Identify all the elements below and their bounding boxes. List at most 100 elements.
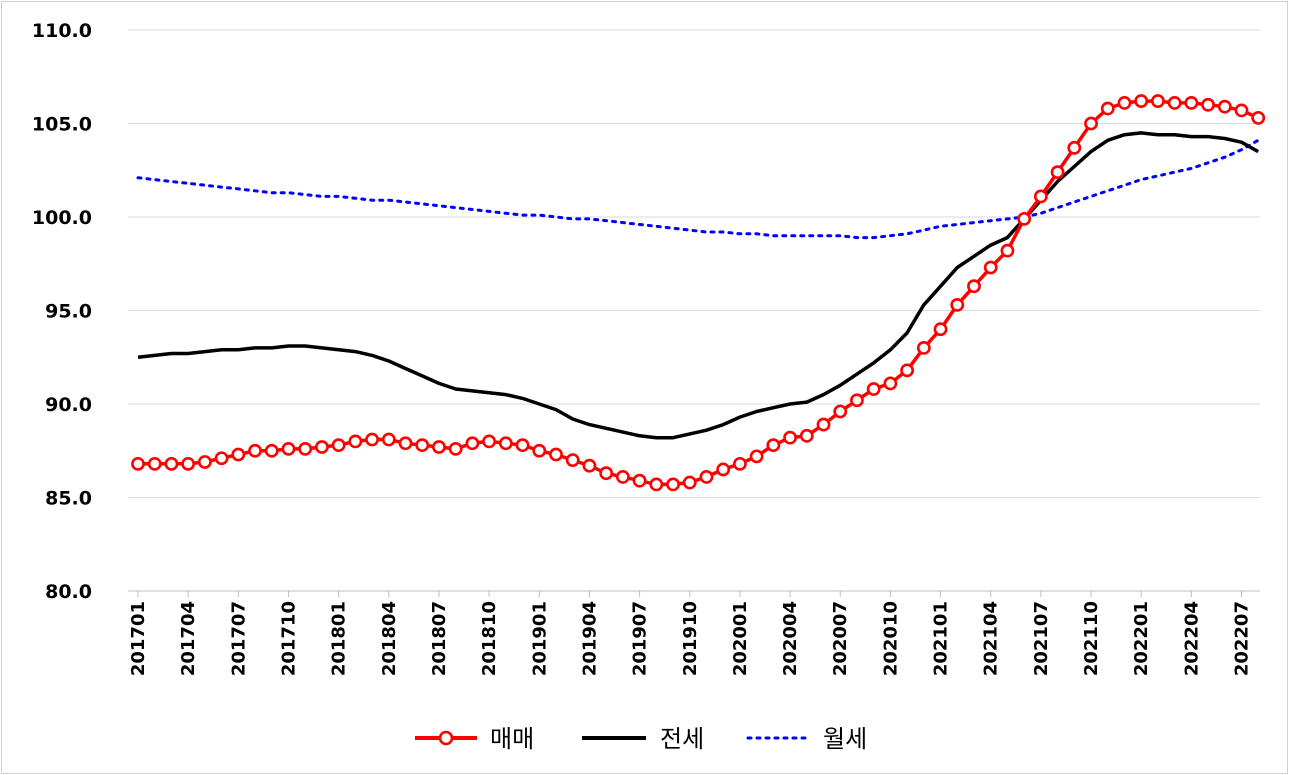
data-point-maemae [549, 447, 563, 462]
data-point-maemae [866, 382, 881, 396]
data-point-maemae [331, 438, 346, 453]
x-tick-label: 201810 [479, 601, 500, 676]
data-point-maemae [482, 434, 497, 449]
legend-marker-maemae [438, 730, 454, 746]
data-point-maemae [381, 432, 396, 447]
x-tick-label: 202110 [1081, 601, 1102, 676]
data-point-maemae [1117, 96, 1132, 110]
data-point-maemae [1017, 211, 1032, 226]
x-tick-label: 202207 [1232, 601, 1253, 676]
data-point-maemae [833, 404, 848, 419]
y-tick-label: 105.0 [32, 114, 92, 136]
series-line-jeonse [137, 131, 1260, 440]
x-tick-label: 201901 [529, 601, 550, 676]
data-point-maemae [599, 466, 614, 481]
data-point-maemae [1033, 189, 1048, 204]
data-point-maemae [1167, 96, 1182, 110]
data-point-maemae [214, 451, 229, 466]
x-tick-label: 201710 [278, 601, 299, 676]
x-tick-label: 202007 [830, 601, 851, 676]
x-tick-label: 201904 [579, 601, 600, 676]
data-point-maemae [315, 440, 329, 454]
data-point-maemae [615, 470, 630, 484]
y-tick-label: 90.0 [45, 394, 92, 416]
data-point-maemae [465, 436, 480, 451]
x-tick-label: 202004 [780, 601, 801, 676]
y-tick-label: 95.0 [45, 301, 92, 323]
series-line-maemae [138, 99, 1259, 487]
data-point-maemae [365, 432, 379, 447]
data-point-maemae [1234, 103, 1249, 118]
data-point-maemae [816, 417, 831, 432]
data-point-maemae [933, 322, 948, 337]
data-point-maemae [432, 440, 446, 454]
data-point-maemae [682, 475, 697, 490]
data-point-maemae [131, 456, 145, 471]
data-point-maemae [1184, 96, 1199, 110]
x-tick-label: 202010 [880, 601, 901, 676]
x-tick-label: 201701 [128, 601, 149, 676]
x-tick-label: 201907 [630, 601, 651, 676]
data-point-maemae [900, 363, 915, 378]
data-point-maemae [1100, 101, 1115, 116]
data-point-maemae [916, 340, 931, 355]
data-point-maemae [733, 456, 747, 471]
data-point-maemae [248, 443, 262, 458]
data-point-maemae [883, 376, 898, 391]
x-tick-label: 202107 [1031, 601, 1052, 676]
x-tick-label: 201707 [228, 601, 249, 676]
data-point-maemae [1084, 116, 1098, 131]
data-point-maemae [632, 473, 647, 488]
x-tick-label: 202104 [981, 601, 1002, 676]
data-point-maemae [649, 477, 664, 492]
series-line-wolse [136, 138, 1260, 240]
data-point-maemae [1251, 110, 1266, 125]
data-point-maemae [967, 279, 981, 294]
x-tick-label: 202001 [730, 601, 751, 676]
data-point-maemae [532, 443, 547, 458]
data-point-maemae [850, 393, 864, 408]
x-tick-label: 202204 [1181, 601, 1202, 676]
data-point-maemae [197, 455, 212, 469]
data-point-maemae [799, 428, 814, 443]
y-tick-label: 80.0 [45, 581, 92, 603]
legend-label: 월세 [823, 725, 867, 753]
data-point-maemae [348, 434, 363, 449]
y-tick-label: 110.0 [32, 20, 92, 42]
x-tick-label: 201807 [429, 601, 450, 676]
data-point-maemae [448, 441, 463, 456]
data-point-maemae [1000, 243, 1015, 258]
data-point-maemae [1050, 165, 1065, 180]
data-point-maemae [749, 449, 764, 464]
data-point-maemae [298, 441, 313, 456]
data-point-maemae [281, 441, 296, 456]
y-tick-label: 100.0 [32, 207, 92, 229]
data-point-maemae [1217, 99, 1232, 114]
data-point-maemae [950, 297, 965, 312]
data-point-maemae [398, 436, 413, 451]
data-point-maemae [766, 438, 781, 453]
data-point-maemae [1151, 94, 1165, 108]
data-point-maemae [1134, 94, 1149, 108]
data-point-maemae [666, 477, 680, 492]
data-point-maemae [1067, 140, 1082, 155]
x-tick-label: 201704 [178, 601, 199, 676]
data-point-maemae [783, 430, 797, 445]
data-point-maemae [264, 443, 279, 458]
x-tick-label: 202101 [931, 601, 952, 676]
data-point-maemae [415, 438, 430, 453]
legend-label: 전세 [660, 725, 704, 753]
legend-label: 매매 [490, 725, 534, 753]
data-point-maemae [582, 458, 597, 473]
data-point-maemae [147, 456, 162, 471]
x-tick-label: 201910 [680, 601, 701, 676]
data-point-maemae [983, 260, 998, 275]
data-point-maemae [515, 438, 530, 453]
data-point-maemae [164, 456, 179, 471]
data-point-maemae [565, 453, 580, 467]
y-tick-label: 85.0 [45, 488, 92, 510]
data-point-maemae [716, 462, 731, 477]
x-tick-label: 202201 [1131, 601, 1152, 676]
